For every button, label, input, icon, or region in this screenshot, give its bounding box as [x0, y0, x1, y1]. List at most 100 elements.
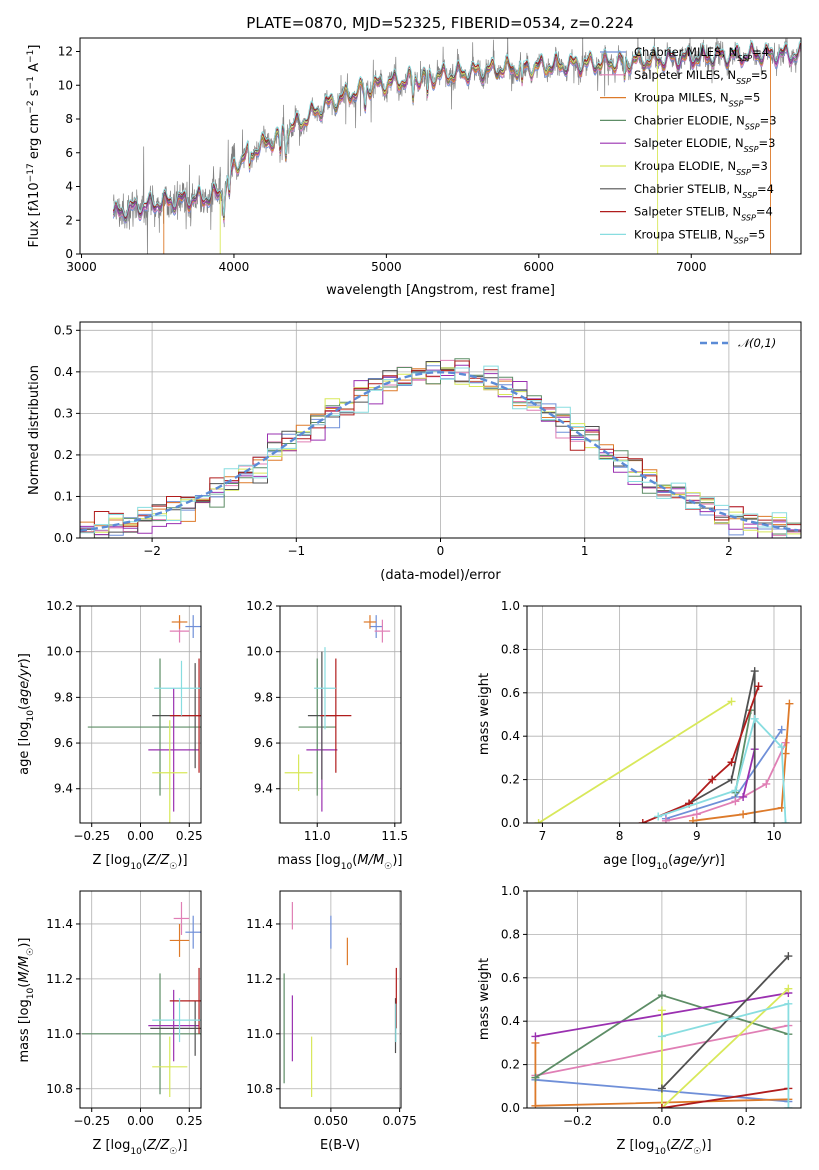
legend-entry: Salpeter ELODIE, NSSP=3	[634, 136, 775, 154]
errorbar-salpeter-elodie	[148, 989, 200, 1062]
series-marker	[784, 984, 793, 993]
x-tick-label: 11.5	[381, 829, 408, 843]
series-marker	[739, 810, 748, 819]
label-part: =3	[758, 136, 775, 150]
label-part: =4	[756, 205, 773, 219]
axis-group-age_vs_Z: −0.25 0.00 0.259.49.69.810.010.2Z [log10(Z…	[17, 599, 203, 872]
plot-area-massweight_vs_age	[534, 667, 794, 823]
y-tick-label: 9.6	[254, 736, 273, 750]
y-tick-label: 0.0	[501, 1101, 520, 1115]
x-tick-label: 5000	[371, 260, 402, 274]
series-line	[742, 748, 756, 798]
x-tick-label: 3000	[66, 260, 97, 274]
label-part: Z [log	[92, 853, 130, 868]
axes-frame	[526, 890, 802, 1109]
axes-massweight_vs_Z	[527, 890, 801, 1109]
x-axis-label: age [log10(age/yr)]	[603, 853, 725, 872]
axes-spectrum	[113, 38, 801, 254]
label-part: =4	[752, 45, 769, 59]
y-tick-label: 0.5	[54, 323, 73, 337]
x-axis-label: Z [log10(Z/Z☉)]	[616, 1138, 711, 1157]
label-part: age/yr	[673, 853, 716, 868]
series-line	[661, 955, 790, 1090]
label-part: )]	[715, 853, 725, 868]
figure-title: PLATE=0870, MJD=52325, FIBERID=0534, z=0…	[246, 14, 633, 32]
label-part: Salpeter STELIB, N	[634, 205, 741, 219]
axes-mass_vs_ebv	[280, 891, 401, 1108]
axes-age_vs_mass	[280, 605, 401, 823]
y-tick-label: 9.8	[254, 690, 273, 704]
y-tick-label: 10.2	[46, 599, 73, 613]
legend-entry: 𝒩(0,1)	[738, 336, 776, 350]
legend-entry: Chabrier MILES, NSSP=4	[634, 45, 769, 63]
label-part: ☉	[693, 1147, 701, 1157]
errorbar-chabrier-miles	[185, 915, 201, 949]
label-part: 10	[27, 182, 42, 199]
label-part: SSP	[742, 190, 757, 199]
series-marker	[781, 819, 790, 823]
label-part: 10	[654, 1147, 666, 1157]
label-part: 10	[130, 1147, 142, 1157]
series-marker	[785, 699, 794, 708]
label-part: s	[27, 89, 42, 100]
axis-group-age_vs_mass: 11.0 11.5 9.4 9.6 9.8 10.0 10.2 mass [log10(M/M…	[246, 599, 408, 872]
series-marker	[657, 1084, 666, 1093]
y-tick-label: 8	[65, 112, 73, 126]
label-part: M/M	[17, 956, 32, 983]
legend-entry: Chabrier STELIB, NSSP=4	[634, 182, 774, 200]
axes-frame	[279, 605, 402, 824]
label-part: SSP	[741, 213, 756, 222]
series-marker	[657, 991, 666, 1000]
y-axis-label: mass weight	[477, 673, 492, 755]
errorbar-salpeter-elodie	[148, 688, 200, 812]
label-part: −1	[26, 50, 36, 63]
y-tick-label: 11.4	[46, 917, 73, 931]
x-tick-label: 4000	[219, 260, 250, 274]
label-part: )]	[17, 938, 32, 948]
y-tick-label: 10.2	[246, 599, 273, 613]
label-part: ☉	[169, 862, 177, 872]
y-tick-label: 11.0	[46, 1027, 73, 1041]
series-salpeter-miles	[661, 738, 790, 823]
series-marker	[657, 1032, 666, 1041]
label-part: Z [log	[616, 1138, 654, 1153]
axis-group-residuals: −2 −1 0 1 2 0.0 0.1 0.2 0.3 0.4 0.5 (data-model)/er…	[27, 321, 802, 583]
y-tick-label: 11.4	[246, 917, 273, 931]
y-tick-label: 0.4	[501, 1014, 520, 1028]
y-tick-label: 0	[65, 247, 73, 261]
label-part: SSP	[736, 168, 751, 177]
y-tick-label: 10.8	[246, 1082, 273, 1096]
label-part: (	[142, 853, 147, 868]
label-part: =4	[757, 182, 774, 196]
label-part: Salpeter MILES, N	[634, 68, 736, 82]
errorbar-chabrier-stelib	[150, 1000, 201, 1056]
axes-massweight_vs_age	[527, 605, 801, 824]
x-tick-label: −0.25	[73, 1114, 110, 1128]
label-part: SSP	[736, 76, 751, 85]
label-part: Chabrier ELODIE, N	[634, 113, 745, 127]
series-kroupa-stelib	[657, 999, 793, 1108]
label-part: SSP	[745, 122, 760, 131]
series-marker	[750, 667, 759, 676]
x-tick-label: 11.0	[304, 829, 331, 843]
series-marker	[731, 797, 740, 806]
label-part: −17	[26, 163, 36, 182]
x-tick-label: 1	[581, 544, 589, 558]
series-marker	[750, 819, 759, 823]
y-tick-label: 10.0	[46, 645, 73, 659]
legend-entry: Salpeter STELIB, NSSP=4	[634, 205, 773, 223]
series-marker	[638, 819, 647, 823]
label-part: Flux [f	[27, 206, 42, 247]
errorbar-chabrier-miles	[185, 615, 201, 638]
x-tick-label: 7	[539, 829, 547, 843]
label-part: age [log	[17, 722, 32, 775]
x-tick-label: 9	[693, 829, 701, 843]
label-part: Kroupa STELIB, N	[634, 227, 734, 241]
series-chabrier-stelib	[657, 952, 793, 1093]
label-part: −2	[26, 100, 36, 113]
normal-reference-curve	[80, 371, 799, 532]
x-tick-label: 0.25	[176, 829, 203, 843]
label-part: ]	[27, 45, 42, 50]
label-part: Z/Z	[670, 1138, 694, 1153]
